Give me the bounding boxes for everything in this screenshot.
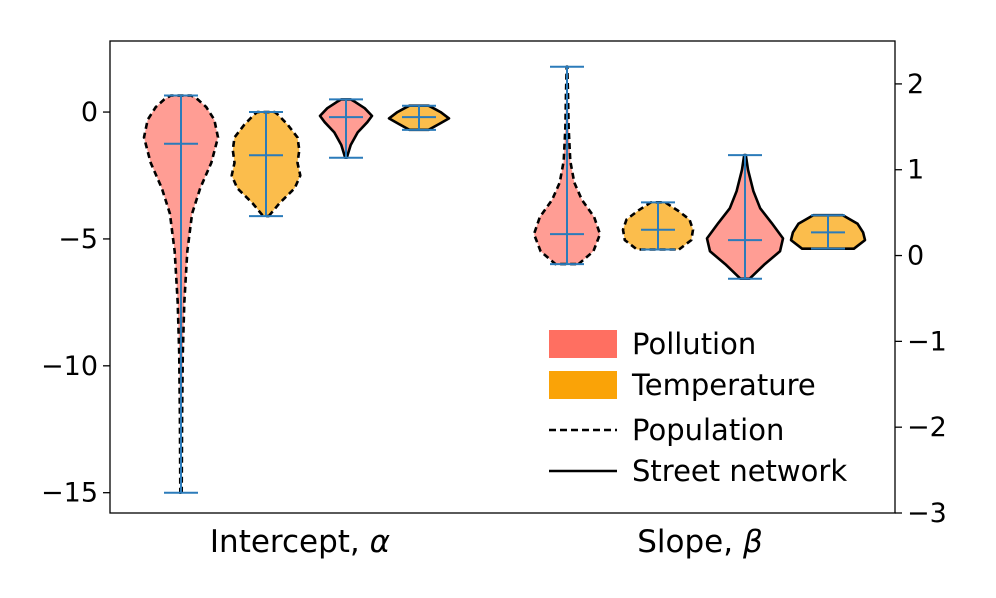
left-tick-label: −10	[41, 351, 98, 382]
legend-label: Population	[632, 413, 784, 447]
violin-intercept-pollution-population	[142, 94, 220, 494]
left-tick-label: 0	[81, 97, 98, 128]
legend-label: Pollution	[632, 327, 756, 361]
legend-entry-temperature: Temperature	[549, 368, 816, 402]
violin-slope-pollution-street-network	[705, 153, 785, 280]
legend-label: Street network	[632, 454, 847, 488]
violins-layer	[142, 65, 867, 494]
legend-entry-pollution: Pollution	[549, 327, 756, 361]
x-category-label: Intercept, α	[210, 524, 390, 560]
right-tick-label: −1	[907, 326, 947, 357]
legend-swatch	[549, 330, 617, 358]
left-axis: 0 −5 −10 −15	[41, 97, 110, 509]
legend: Pollution Temperature Population Street net…	[549, 327, 847, 488]
x-category-label: Slope, β	[637, 524, 763, 560]
legend-swatch	[549, 371, 617, 399]
left-tick-label: −5	[58, 224, 98, 255]
x-axis-categories: Intercept, α Slope, β	[210, 524, 763, 560]
violin-slope-temperature-street-network	[789, 213, 867, 250]
violin-intercept-temperature-population	[230, 110, 302, 218]
violin-intercept-pollution-street-network	[318, 98, 374, 159]
violin-slope-pollution-population	[532, 65, 602, 266]
right-tick-label: 0	[907, 241, 924, 272]
violin-slope-temperature-population	[621, 201, 695, 251]
left-tick-label: −15	[41, 478, 98, 509]
right-tick-label: −2	[907, 412, 947, 443]
right-tick-label: 2	[907, 69, 924, 100]
right-axis: 2 1 0 −1 −2 −3	[895, 69, 947, 529]
right-tick-label: 1	[907, 155, 924, 186]
violin-intercept-temperature-street-network	[387, 104, 451, 132]
right-tick-label: −3	[907, 498, 947, 529]
legend-entry-population: Population	[549, 413, 784, 447]
legend-label: Temperature	[631, 368, 816, 402]
legend-entry-street-network: Street network	[549, 454, 847, 488]
plot-frame	[109, 40, 896, 514]
